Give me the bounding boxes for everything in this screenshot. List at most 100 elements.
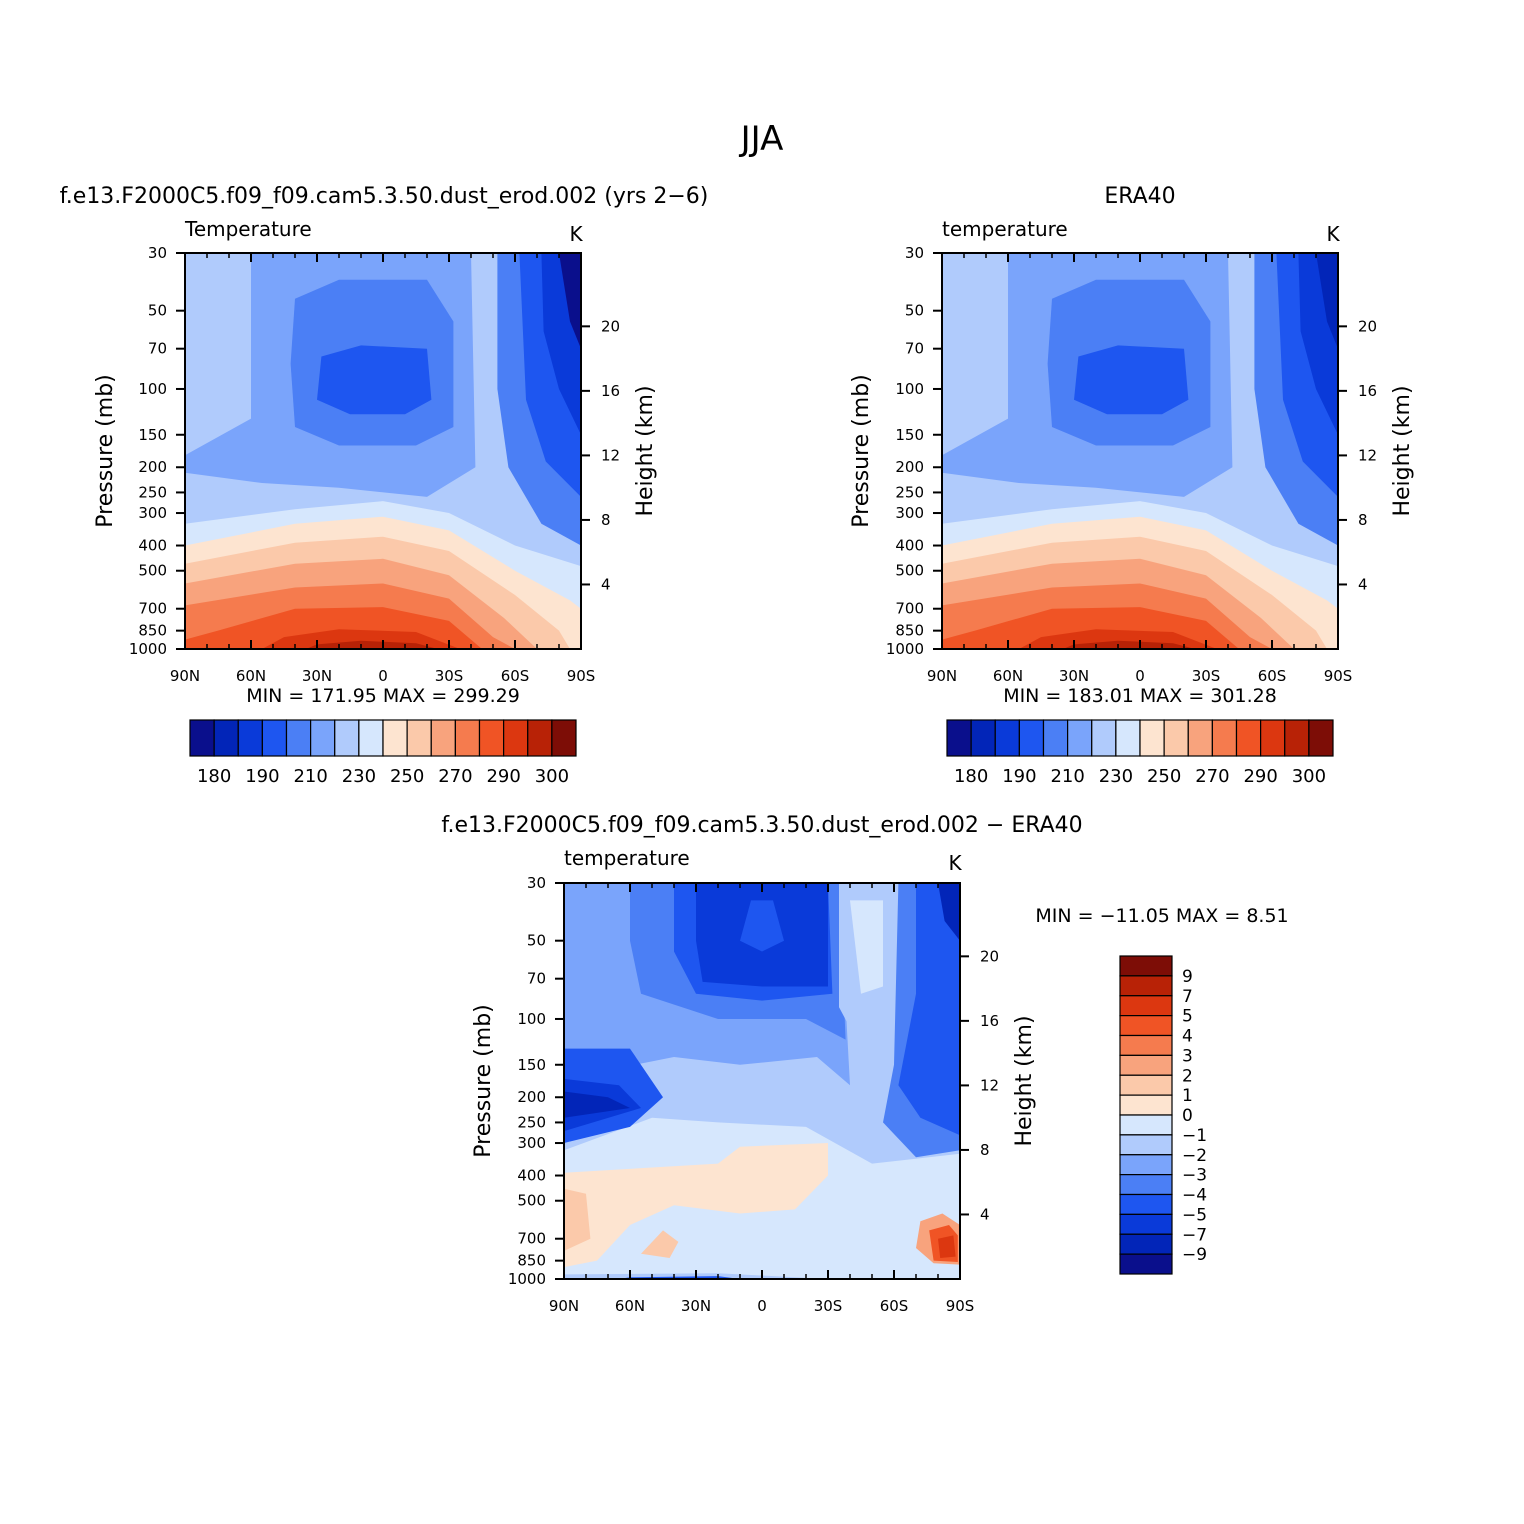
panel-obs-x-tick-label: 60N [993, 667, 1023, 685]
panel-obs-colorbar-box [1187, 719, 1213, 757]
panel-diff-x-tick-label: 90S [946, 1297, 975, 1315]
panel-diff-y-tick-label: 200 [517, 1088, 546, 1106]
panel-model-y-tick-label: 1000 [129, 640, 167, 658]
panel-model-x-tick-label: 60N [236, 667, 266, 685]
panel-model-x-tick-label: 90N [170, 667, 200, 685]
panel-model-colorbar-box [334, 719, 360, 757]
panel-obs-y2-tick-label: 20 [1358, 317, 1377, 335]
panel-obs-colorbar-box [1260, 719, 1286, 757]
panel-diff-y2label: Height (km) [1012, 1015, 1037, 1146]
panel-model-y-tick-label: 850 [138, 622, 167, 640]
panel-obs-x-tick-label: 90S [1324, 667, 1353, 685]
panel-diff-colorbar-label: −2 [1182, 1146, 1207, 1166]
panel-model-colorbar-label: 300 [535, 766, 569, 787]
panel-model-colorbar-box [454, 719, 481, 757]
panel-model-colorbar-box [430, 719, 456, 757]
panel-obs-y-tick-label: 50 [905, 302, 924, 320]
panel-obs-y-tick-label: 850 [895, 622, 924, 640]
panel-model-colorbar-box [261, 719, 288, 757]
panel-model-colorbar-box [406, 719, 432, 757]
panel-diff-y2-tick-label: 12 [980, 1076, 999, 1094]
panel-obs-y-tick-label: 200 [895, 458, 924, 476]
panel-diff-colorbar-box [1119, 975, 1173, 997]
panel-diff-colorbar-box [1119, 995, 1173, 1017]
panel-obs-colorbar-box [1308, 719, 1334, 757]
panel-diff-y-tick-label: 50 [527, 932, 546, 950]
panel-diff-x-tick-label: 0 [757, 1297, 767, 1315]
panel-diff-x-tick-label: 90N [549, 1297, 579, 1315]
panel-model-units: K [569, 222, 583, 246]
panel-diff-y-tick-label: 300 [517, 1134, 546, 1152]
panel-diff-colorbar-box [1119, 1054, 1173, 1076]
panel-diff-colorbar-box [1119, 1213, 1173, 1235]
panel-model-x-tick-label: 30N [302, 667, 332, 685]
panel-diff-y2-tick-label: 20 [980, 947, 999, 965]
panel-diff-y-tick-label: 100 [517, 1010, 546, 1028]
panel-diff-y-tick-label: 1000 [508, 1270, 546, 1288]
panel-obs-colorbar-label: 290 [1243, 766, 1277, 787]
panel-diff-colorbar-label: 5 [1182, 1007, 1193, 1027]
contour-band [740, 900, 784, 952]
panel-diff-colorbar-label: 7 [1182, 987, 1193, 1007]
panel-obs-y-tick-label: 30 [905, 244, 924, 262]
panel-diff-y-tick-label: 30 [527, 874, 546, 892]
panel-model-colorbar-box [285, 719, 312, 757]
panel-model-y-tick-label: 400 [138, 537, 167, 555]
panel-diff-x-tick-label: 30S [814, 1297, 843, 1315]
panel-obs-y-tick-label: 700 [895, 600, 924, 618]
panel-model-colorbar-box [237, 719, 263, 757]
panel-obs-y2-tick-label: 8 [1358, 511, 1368, 529]
panel-diff-ylabel: Pressure (mb) [471, 1004, 496, 1158]
panel-obs-y-tick-label: 1000 [886, 640, 924, 658]
panel-diff-colorbar-box [1119, 955, 1173, 977]
panel-diff-y-tick-label: 250 [517, 1113, 546, 1131]
panel-diff-colorbar-label: −4 [1182, 1186, 1207, 1206]
panel-model-case-title: f.e13.F2000C5.f09_f09.cam5.3.50.dust_ero… [60, 184, 709, 209]
panel-diff-x-tick-label: 60N [615, 1297, 645, 1315]
panel-model-colorbar-label: 270 [438, 766, 472, 787]
panel-model-y-tick-label: 300 [138, 504, 167, 522]
panel-obs-minmax: MIN = 183.01 MAX = 301.28 [1003, 685, 1277, 707]
panel-diff-colorbar-label: −7 [1182, 1225, 1207, 1245]
panel-model-colorbar-box [527, 719, 553, 757]
panel-obs-ylabel: Pressure (mb) [849, 374, 874, 528]
panel-model-colorbar-box [503, 719, 529, 757]
panel-diff-colorbar-label: −1 [1182, 1126, 1207, 1146]
panel-obs-x-tick-label: 30S [1192, 667, 1221, 685]
panel-obs-colorbar-box [1139, 719, 1165, 757]
contour-band [898, 883, 960, 1136]
panel-diff-y-tick-label: 150 [517, 1056, 546, 1074]
panel-obs-colorbar-label: 190 [1002, 766, 1036, 787]
panel-obs-colorbar-box [994, 719, 1020, 757]
contour-band [938, 883, 960, 941]
panel-model-y-tick-label: 150 [138, 426, 167, 444]
panel-obs-y2-tick-label: 16 [1358, 382, 1377, 400]
panel-model-x-tick-label: 0 [378, 667, 388, 685]
panel-obs-colorbar-label: 180 [954, 766, 988, 787]
panel-model-ylabel: Pressure (mb) [93, 374, 118, 528]
panel-model-y2-tick-label: 20 [601, 317, 620, 335]
panel-obs-y2-tick-label: 12 [1358, 446, 1377, 464]
panel-diff-case-title: f.e13.F2000C5.f09_f09.cam5.3.50.dust_ero… [441, 813, 1082, 838]
panel-diff-x-tick-label: 60S [880, 1297, 909, 1315]
panel-obs-colorbar-label: 300 [1292, 766, 1326, 787]
panel-obs-colorbar-box [1042, 719, 1069, 757]
panel-model-y-tick-label: 70 [148, 340, 167, 358]
panel-model-contour-field [185, 253, 581, 649]
panel-model-y-tick-label: 30 [148, 244, 167, 262]
contour-band [564, 1091, 630, 1118]
panel-obs-units: K [1326, 222, 1340, 246]
panel-model-y-tick-label: 200 [138, 458, 167, 476]
contour-band [564, 1188, 591, 1251]
panel-diff-colorbar-box [1119, 1074, 1173, 1096]
panel-model-y-tick-label: 500 [138, 562, 167, 580]
panel-obs-colorbar-box [1211, 719, 1238, 757]
panel-diff-colorbar-label: 0 [1182, 1106, 1193, 1126]
panel-model-x-tick-label: 60S [501, 667, 530, 685]
panel-diff-colorbar-label: 2 [1182, 1066, 1193, 1086]
panel-model-colorbar-box [358, 719, 384, 757]
contour-band [938, 1235, 956, 1258]
panel-obs-y-tick-label: 150 [895, 426, 924, 444]
panel-obs-y-tick-label: 70 [905, 340, 924, 358]
panel-diff-units: K [948, 851, 962, 875]
